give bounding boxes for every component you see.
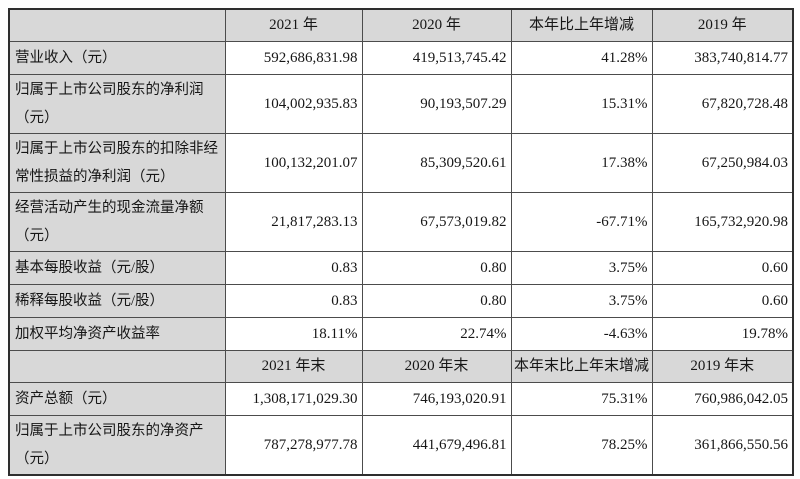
table-row-net-assets: 归属于上市公司股东的净资产（元） 787,278,977.78 441,679,… [8,415,794,476]
financial-summary-table: 2021 年 2020 年 本年比上年增减 2019 年 营业收入（元） 592… [8,8,794,476]
row-label-cell: 归属于上市公司股东的扣除非经常性损益的净利润（元） [8,133,226,193]
value-cell-2021: 1,308,171,029.30 [224,382,363,416]
value-cell-change: 3.75% [510,251,653,285]
row-label-cell: 归属于上市公司股东的净资产（元） [8,415,226,476]
row-label-cell: 稀释每股收益（元/股） [8,284,226,318]
value-cell-2019: 0.60 [651,284,794,318]
value-cell-change: -4.63% [510,317,653,351]
value-cell-2019: 165,732,920.98 [651,192,794,252]
row-label-cell: 加权平均净资产收益率 [8,317,226,351]
value-cell-2019: 0.60 [651,251,794,285]
value-cell-2020: 0.80 [361,251,512,285]
value-cell-2020: 419,513,745.42 [361,41,512,75]
header-row-year-end: 2021 年末 2020 年末 本年末比上年末增减 2019 年末 [8,350,794,383]
value-cell-2019: 67,820,728.48 [651,74,794,134]
row-label-cell: 营业收入（元） [8,41,226,75]
header-change-end: 本年末比上年末增减 [510,350,653,383]
value-cell-2021: 18.11% [224,317,363,351]
table-row-revenue: 营业收入（元） 592,686,831.98 419,513,745.42 41… [8,41,794,75]
value-cell-2020: 0.80 [361,284,512,318]
value-cell-2021: 0.83 [224,284,363,318]
value-cell-change: -67.71% [510,192,653,252]
table-row-basic-eps: 基本每股收益（元/股） 0.83 0.80 3.75% 0.60 [8,251,794,285]
value-cell-change: 3.75% [510,284,653,318]
value-cell-2019: 19.78% [651,317,794,351]
row-label-cell: 资产总额（元） [8,382,226,416]
value-cell-2021: 0.83 [224,251,363,285]
header-2019-end: 2019 年末 [651,350,794,383]
value-cell-2020: 85,309,520.61 [361,133,512,193]
value-cell-2019: 67,250,984.03 [651,133,794,193]
header-2019: 2019 年 [651,8,794,42]
value-cell-change: 17.38% [510,133,653,193]
value-cell-2019: 760,986,042.05 [651,382,794,416]
header-2020: 2020 年 [361,8,512,42]
table-row-net-profit-deducted: 归属于上市公司股东的扣除非经常性损益的净利润（元） 100,132,201.07… [8,133,794,193]
row-label-cell: 归属于上市公司股东的净利润（元） [8,74,226,134]
row-label-cell: 经营活动产生的现金流量净额（元） [8,192,226,252]
value-cell-2020: 441,679,496.81 [361,415,512,476]
value-cell-change: 15.31% [510,74,653,134]
value-cell-2021: 21,817,283.13 [224,192,363,252]
value-cell-2020: 67,573,019.82 [361,192,512,252]
value-cell-2021: 592,686,831.98 [224,41,363,75]
header-corner-cell [8,8,226,42]
header-2021: 2021 年 [224,8,363,42]
table-row-operating-cash-flow: 经营活动产生的现金流量净额（元） 21,817,283.13 67,573,01… [8,192,794,252]
value-cell-2019: 361,866,550.56 [651,415,794,476]
table-row-net-profit: 归属于上市公司股东的净利润（元） 104,002,935.83 90,193,5… [8,74,794,134]
value-cell-2021: 100,132,201.07 [224,133,363,193]
header-corner-cell [8,350,226,383]
table-row-total-assets: 资产总额（元） 1,308,171,029.30 746,193,020.91 … [8,382,794,416]
value-cell-change: 78.25% [510,415,653,476]
value-cell-2021: 787,278,977.78 [224,415,363,476]
value-cell-change: 75.31% [510,382,653,416]
header-2021-end: 2021 年末 [224,350,363,383]
header-row-annual: 2021 年 2020 年 本年比上年增减 2019 年 [8,8,794,42]
value-cell-2020: 746,193,020.91 [361,382,512,416]
value-cell-2020: 90,193,507.29 [361,74,512,134]
header-change: 本年比上年增减 [510,8,653,42]
row-label-cell: 基本每股收益（元/股） [8,251,226,285]
value-cell-2019: 383,740,814.77 [651,41,794,75]
value-cell-2020: 22.74% [361,317,512,351]
table-row-weighted-roe: 加权平均净资产收益率 18.11% 22.74% -4.63% 19.78% [8,317,794,351]
header-2020-end: 2020 年末 [361,350,512,383]
value-cell-change: 41.28% [510,41,653,75]
table-row-diluted-eps: 稀释每股收益（元/股） 0.83 0.80 3.75% 0.60 [8,284,794,318]
value-cell-2021: 104,002,935.83 [224,74,363,134]
